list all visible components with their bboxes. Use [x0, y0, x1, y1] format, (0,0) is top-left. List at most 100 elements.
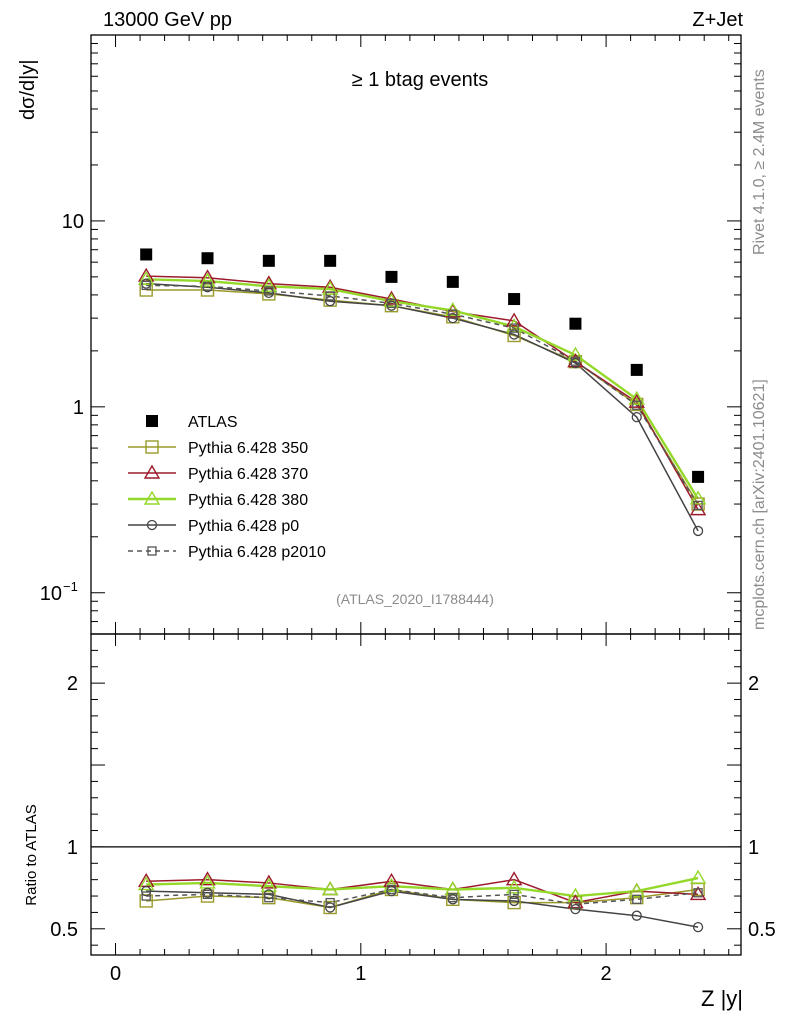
main-point-pythia-6-428-p2010: [448, 309, 458, 319]
ratio-point-pythia-6-428-p2010: [693, 888, 703, 898]
ratio-point-pythia-6-428-p2010: [448, 893, 458, 903]
ratio-y-tick-label: 0.5: [50, 919, 78, 941]
main-point-atlas: [508, 293, 521, 306]
main-point-atlas: [692, 470, 705, 483]
ratio-line-pythia-6-428-p2010: [146, 888, 699, 905]
ratio-point-pythia-6-428-p0: [692, 922, 704, 933]
main-point-pythia-6-428-350: [200, 283, 215, 297]
main-point-atlas: [140, 248, 153, 261]
main-point-pythia-6-428-p0: [325, 296, 336, 307]
main-y-tick-exponent: −1: [63, 579, 78, 594]
legend-marker-pythia-6-428-380: [143, 490, 161, 505]
ratio-point-pythia-6-428-p0: [570, 903, 581, 915]
ratio-point-pythia-6-428-380: [260, 877, 278, 892]
ratio-point-pythia-6-428-370: [505, 871, 523, 886]
ratio-y-tick-label-right: 2: [748, 673, 759, 695]
main-point-pythia-6-428-p2010: [325, 291, 335, 301]
legend-label-pythia-6-428-p0: Pythia 6.428 p0: [188, 518, 299, 535]
ratio-y-tick-label: 1: [67, 837, 78, 859]
legend-label-pythia-6-428-p2010: Pythia 6.428 p2010: [188, 544, 326, 561]
ratio-point-pythia-6-428-p2010: [141, 891, 151, 901]
ratio-point-pythia-6-428-380: [321, 881, 339, 896]
main-point-pythia-6-428-380: [137, 270, 155, 286]
main-point-pythia-6-428-p0: [692, 525, 704, 537]
x-tick-label: 0: [110, 963, 121, 985]
main-point-pythia-6-428-370: [505, 312, 523, 327]
ratio-point-pythia-6-428-p0: [325, 902, 336, 913]
main-point-pythia-6-428-p2010: [509, 323, 519, 333]
main-point-pythia-6-428-370: [383, 290, 400, 305]
ratio-y-tick-label: 2: [67, 673, 78, 695]
ratio-point-pythia-6-428-p2010: [509, 889, 519, 900]
main-point-pythia-6-428-380: [444, 302, 462, 317]
legend-marker-atlas: [146, 415, 158, 427]
ratio-line-pythia-6-428-350: [146, 888, 699, 909]
legend-marker-pythia-6-428-370: [143, 464, 161, 479]
main-point-pythia-6-428-380: [689, 490, 707, 505]
analysis-label: (ATLAS_2020_I1788444): [336, 591, 494, 607]
main-line-pythia-6-428-p2010: [146, 284, 699, 506]
ratio-point-pythia-6-428-p0: [141, 885, 152, 897]
ratio-line-pythia-6-428-p0: [146, 890, 699, 928]
ratio-y-axis-label: Ratio to ATLAS: [23, 804, 40, 905]
main-point-atlas: [201, 252, 214, 265]
x-tick-label: 2: [601, 963, 612, 985]
main-point-atlas: [446, 275, 459, 288]
main-point-pythia-6-428-380: [321, 280, 339, 295]
legend-marker-pythia-6-428-p0: [146, 519, 158, 531]
ratio-point-pythia-6-428-380: [689, 869, 707, 884]
main-point-pythia-6-428-p2010: [386, 298, 397, 309]
ratio-point-pythia-6-428-380: [628, 882, 645, 897]
main-line-pythia-6-428-380: [146, 278, 700, 500]
main-point-pythia-6-428-p2010: [693, 500, 703, 511]
plot-title: ≥ 1 btag events: [352, 69, 489, 91]
main-point-pythia-6-428-380: [567, 346, 584, 361]
ratio-point-pythia-6-428-p2010: [632, 894, 642, 904]
ratio-point-pythia-6-428-p2010: [325, 897, 335, 908]
x-tick-label: 1: [355, 963, 366, 985]
ratio-line-pythia-6-428-370: [146, 878, 699, 904]
header-right: Z+Jet: [692, 9, 743, 31]
main-point-pythia-6-428-p2010: [632, 400, 642, 410]
main-point-pythia-6-428-p0: [508, 329, 520, 340]
legend-label-pythia-6-428-370: Pythia 6.428 370: [188, 466, 308, 483]
main-y-tick-label: 10: [40, 583, 62, 605]
legend-label-pythia-6-428-350: Pythia 6.428 350: [188, 440, 308, 457]
ratio-point-pythia-6-428-350: [323, 900, 337, 915]
ratio-point-pythia-6-428-370: [260, 874, 278, 889]
ratio-point-pythia-6-428-370: [199, 871, 216, 886]
ratio-panel-frame: [90, 633, 742, 956]
main-point-atlas: [262, 254, 275, 267]
main-point-atlas: [630, 363, 643, 376]
main-y-tick-label: 10: [62, 211, 84, 233]
main-point-pythia-6-428-p0: [631, 412, 642, 423]
main-point-pythia-6-428-p2010: [570, 356, 581, 366]
main-point-pythia-6-428-p2010: [141, 280, 151, 291]
main-line-pythia-6-428-p0: [146, 282, 699, 532]
main-point-pythia-6-428-380: [199, 272, 216, 287]
main-point-pythia-6-428-p2010: [264, 286, 274, 296]
ratio-y-tick-label-right: 1: [748, 837, 759, 859]
legend-marker-pythia-6-428-350: [145, 440, 159, 454]
main-point-atlas: [324, 254, 337, 267]
side-label-bottom: mcplots.cern.ch [arXiv:2401.10621]: [751, 379, 768, 630]
ratio-point-pythia-6-428-p0: [631, 910, 642, 921]
legend-label-pythia-6-428-380: Pythia 6.428 380: [188, 492, 308, 509]
x-axis-label: Z |y|: [701, 986, 743, 1011]
ratio-line-pythia-6-428-380: [146, 876, 699, 898]
ratio-point-pythia-6-428-p0: [508, 895, 520, 907]
main-point-atlas: [385, 270, 398, 283]
main-point-pythia-6-428-380: [628, 390, 645, 405]
main-y-axis-label: dσ/d|y|: [17, 59, 39, 120]
ratio-point-pythia-6-428-380: [137, 876, 155, 891]
legend-marker-pythia-6-428-p2010: [147, 546, 157, 556]
ratio-point-pythia-6-428-350: [139, 894, 153, 908]
header-left: 13000 GeV pp: [103, 9, 232, 31]
ratio-point-pythia-6-428-p2010: [570, 899, 581, 909]
side-label-top: Rivet 4.1.0, ≥ 2.4M events: [751, 69, 768, 255]
main-point-pythia-6-428-p2010: [202, 281, 213, 291]
main-point-pythia-6-428-380: [260, 277, 278, 292]
main-y-tick-label: 1: [73, 397, 84, 419]
ratio-y-tick-label-right: 0.5: [748, 919, 776, 941]
